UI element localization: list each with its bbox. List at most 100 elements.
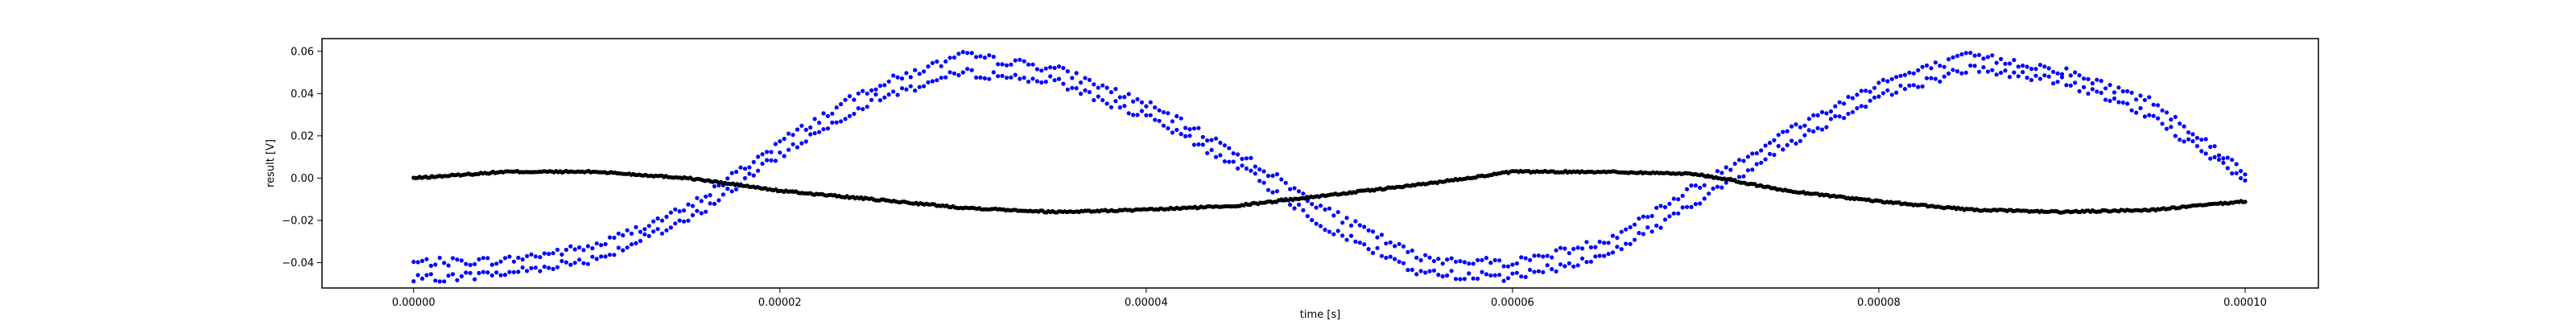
- data-point-blue: [468, 262, 473, 267]
- data-point-blue: [1462, 277, 1467, 282]
- data-point-blue: [825, 126, 830, 131]
- data-point-blue: [1641, 214, 1645, 219]
- data-point-blue: [2033, 73, 2038, 78]
- data-point-blue: [1649, 229, 1654, 234]
- data-point-blue: [1209, 138, 1214, 142]
- data-point-blue: [1340, 233, 1345, 238]
- data-point-blue: [1902, 87, 1907, 92]
- data-point-blue: [1894, 90, 1899, 95]
- y-tick-label: 0.02: [291, 130, 314, 142]
- data-point-blue: [1018, 57, 1022, 62]
- data-point-blue: [1305, 199, 1310, 204]
- data-point-blue: [1628, 241, 1633, 246]
- data-point-blue: [668, 210, 674, 215]
- data-point-blue: [1157, 108, 1162, 113]
- data-point-blue: [847, 113, 852, 118]
- data-point-blue: [1763, 143, 1768, 148]
- data-point-blue: [2103, 86, 2108, 91]
- data-point-blue: [952, 55, 957, 60]
- data-point-blue: [943, 59, 948, 64]
- data-point-blue: [943, 75, 948, 80]
- data-point-blue: [2037, 63, 2042, 68]
- data-point-blue: [1872, 85, 1877, 90]
- data-point-blue: [1554, 269, 1558, 274]
- data-point-blue: [2112, 90, 2117, 95]
- data-point-blue: [651, 229, 656, 234]
- data-point-blue: [817, 130, 822, 134]
- data-point-blue: [1379, 253, 1384, 258]
- data-point-blue: [1999, 56, 2004, 61]
- data-point-blue: [2037, 76, 2042, 81]
- data-point-blue: [686, 202, 691, 207]
- data-point-blue: [1745, 168, 1750, 173]
- data-point-blue: [1846, 94, 1851, 100]
- data-point-blue: [2134, 110, 2139, 115]
- data-point-blue: [917, 72, 922, 76]
- data-point-blue: [1200, 134, 1205, 139]
- data-point-blue: [2116, 100, 2121, 105]
- data-point-blue: [428, 272, 434, 277]
- data-point-blue: [908, 84, 913, 88]
- data-point-blue: [1013, 58, 1018, 63]
- data-point-blue: [2190, 132, 2195, 137]
- data-point-blue: [625, 245, 630, 250]
- data-point-blue: [996, 62, 1001, 67]
- data-point-blue: [869, 97, 874, 102]
- data-point-blue: [498, 259, 503, 264]
- data-point-blue: [1889, 76, 1894, 81]
- data-point-blue: [1288, 202, 1293, 208]
- data-point-blue: [1026, 79, 1031, 84]
- data-point-blue: [886, 92, 891, 97]
- plot-frame: [321, 38, 2319, 289]
- data-point-blue: [1597, 253, 1602, 258]
- data-point-blue: [1671, 196, 1676, 201]
- data-point-blue: [1065, 69, 1070, 74]
- data-point-blue: [1711, 186, 1715, 191]
- data-point-blue: [1628, 224, 1633, 230]
- data-point-blue: [450, 256, 456, 261]
- data-point-blue: [1759, 160, 1764, 165]
- data-point-blue: [1680, 193, 1685, 198]
- data-point-blue: [1096, 94, 1100, 99]
- data-point-blue: [1772, 138, 1777, 142]
- data-point-blue: [765, 158, 770, 162]
- data-point-blue: [1523, 274, 1528, 279]
- data-point-blue: [1362, 242, 1367, 247]
- data-point-blue: [1963, 70, 1968, 75]
- data-point-blue: [2151, 113, 2156, 118]
- data-point-blue: [1868, 89, 1872, 94]
- data-point-blue: [455, 257, 460, 262]
- data-point-blue: [1410, 267, 1414, 272]
- data-point-blue: [1850, 109, 1855, 114]
- data-point-blue: [913, 68, 918, 72]
- data-point-blue: [1344, 216, 1349, 220]
- data-point-blue: [538, 255, 543, 260]
- data-point-blue: [651, 219, 656, 224]
- data-point-blue: [1375, 245, 1380, 250]
- data-point-blue: [1427, 255, 1432, 260]
- data-point-blue: [969, 51, 974, 56]
- data-point-blue: [1458, 277, 1463, 282]
- data-point-blue: [1575, 263, 1580, 268]
- data-point-blue: [664, 214, 669, 220]
- data-point-blue: [1689, 183, 1694, 188]
- data-point-blue: [1981, 56, 1986, 61]
- data-point-blue: [2151, 102, 2156, 107]
- data-point-blue: [2173, 114, 2178, 119]
- data-point-blue: [1907, 70, 1912, 75]
- data-point-blue: [704, 194, 708, 199]
- data-point-blue: [1327, 206, 1331, 211]
- data-point-blue: [1384, 255, 1389, 261]
- data-point-blue: [830, 120, 835, 125]
- data-point-blue: [1501, 278, 1506, 283]
- data-point-blue: [1087, 89, 1092, 95]
- data-point-blue: [1637, 231, 1641, 236]
- data-point-blue: [1916, 84, 1921, 89]
- data-point-blue: [1135, 113, 1140, 117]
- data-point-blue: [1218, 153, 1223, 158]
- data-point-blue: [1022, 59, 1026, 64]
- data-point-blue: [1253, 164, 1257, 169]
- data-point-blue: [1187, 127, 1192, 132]
- data-point-blue: [926, 80, 931, 84]
- data-point-blue: [1161, 109, 1166, 115]
